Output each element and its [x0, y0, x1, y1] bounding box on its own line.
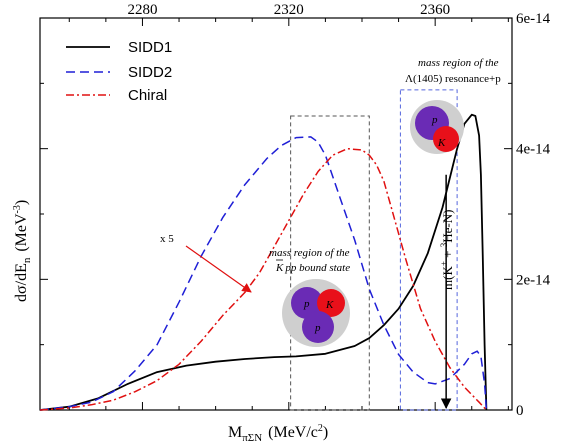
x5-annotation: x 5 — [160, 233, 252, 293]
y-axis-label: dσ/dEn (MeV-3) — [12, 200, 33, 302]
proton-label: p — [303, 298, 310, 310]
series-layer — [39, 113, 488, 411]
y-axis-label-unit-sup: -3 — [12, 205, 23, 213]
proton-label: p — [314, 322, 321, 334]
legend-label-chiral: Chiral — [128, 87, 167, 104]
lambda-caption-line2: Λ(1405) resonance+p — [405, 73, 501, 85]
kaon-icon — [433, 126, 459, 152]
kpp-cluster-icon: p K p — [282, 279, 350, 347]
series-line-sidd2 — [39, 136, 488, 411]
x-axis-label-sub: πΣN — [242, 432, 262, 444]
threshold-sup2: 3 — [439, 242, 449, 247]
kpp-caption-rest: pp bound state — [284, 262, 350, 274]
kaon-label: K — [325, 299, 334, 311]
right-tick-label: 4e-14 — [516, 142, 551, 158]
x-axis-label-unit-sup: 2 — [318, 423, 323, 434]
threshold-label: m(K+ + 3He-N) — [439, 210, 455, 290]
y-axis-label-sub: n — [21, 257, 33, 263]
top-axis-ticks: 2280 2320 2360 — [127, 2, 450, 410]
legend-label-sidd1: SIDD1 — [128, 39, 172, 56]
minor-ticks — [40, 18, 512, 410]
legend: SIDD1 SIDD2 Chiral — [66, 39, 172, 104]
x5-arrow — [185, 245, 252, 293]
series-line-chiral — [39, 147, 487, 411]
y-axis-label-unit: (MeV — [13, 213, 30, 252]
kaon-label: K — [437, 137, 446, 149]
x-axis-label: MπΣN (MeV/c2) — [228, 423, 328, 444]
region-boxes — [290, 89, 458, 411]
kpp-region-box — [290, 115, 370, 411]
proton-icon — [302, 311, 334, 343]
threshold-annotation: m(K+ + 3He-N) — [439, 174, 455, 410]
top-tick-label: 2280 — [127, 2, 157, 18]
top-tick-label: 2360 — [420, 2, 450, 18]
y-axis-label-unit-end: ) — [13, 200, 30, 205]
kaon-icon — [317, 289, 345, 317]
top-tick-label: 2320 — [274, 2, 304, 18]
series-line-sidd1 — [39, 113, 488, 411]
lambda-region-box — [399, 89, 458, 411]
threshold-label-start: m(K — [440, 266, 455, 290]
legend-label-sidd2: SIDD2 — [128, 64, 172, 81]
proton-label: p — [431, 114, 438, 126]
x5-label: x 5 — [160, 233, 174, 245]
kpp-caption-k: K — [275, 262, 284, 274]
x-axis-label-unit: (MeV/c — [268, 424, 318, 441]
y-axis-label-main: dσ/dE — [13, 263, 30, 302]
kpp-caption-line1: mass region of the — [269, 247, 350, 259]
lambda-cluster-icon: p K — [410, 100, 464, 154]
right-tick-label: 0 — [516, 403, 524, 419]
lambda-caption-line1: mass region of the — [418, 57, 499, 69]
x-axis-label-main: M — [228, 424, 242, 441]
threshold-sup: + — [439, 261, 449, 266]
proton-icon — [291, 287, 323, 319]
right-tick-label: 2e-14 — [516, 272, 551, 288]
right-tick-label: 6e-14 — [516, 11, 551, 27]
x-axis-label-unit-end: ) — [323, 424, 328, 441]
threshold-mid: + — [440, 247, 455, 261]
lambda-region-caption: mass region of the Λ(1405) resonance+p — [405, 57, 501, 85]
right-axis-ticks: 0 2e-14 4e-14 6e-14 — [40, 11, 551, 419]
threshold-end: He-N) — [440, 210, 455, 243]
